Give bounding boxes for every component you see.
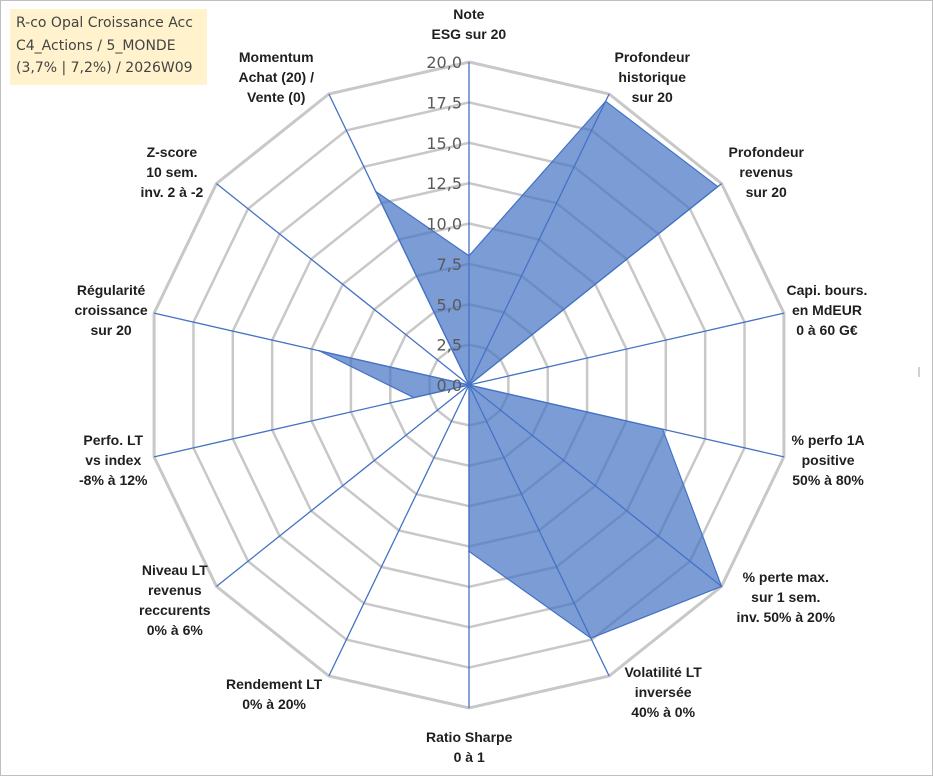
axis-label-line: Rendement LT — [226, 676, 323, 692]
axis-label-line: vs index — [85, 452, 142, 468]
series-area — [319, 100, 723, 639]
axis-label-line: inv. 2 à -2 — [140, 184, 204, 200]
series-point — [716, 185, 719, 188]
fund-period: (3,7% | 7,2%) / 2026W09 — [16, 60, 193, 76]
series-point — [661, 428, 664, 431]
axis-label-line: sur 20 — [631, 89, 673, 105]
axis-label-line: Volatilité LT — [624, 664, 702, 680]
axis-label-line: en MdEUR — [791, 302, 862, 318]
axis-label-line: Ratio Sharpe — [426, 729, 513, 745]
radar-tick-labels: 0,0 2,5 5,0 7,5 10,0 12,5 15,0 17,5 20,0 — [426, 53, 462, 395]
axis-label-line: positive — [801, 452, 855, 468]
axis-spoke — [216, 384, 470, 587]
scrollbar-stub — [918, 367, 920, 377]
series-point — [604, 100, 607, 103]
axis-label: Z-score 10 sem. inv. 2 à -2 — [141, 142, 204, 202]
axis-label: Note ESG sur 20 — [432, 4, 507, 44]
axis-label-line: 0% à 20% — [242, 696, 307, 712]
axis-label-line: inversée — [634, 684, 692, 700]
axis-label-line: historique — [618, 69, 687, 85]
axis-label-line: 40% à 0% — [631, 704, 696, 720]
series-point — [413, 396, 415, 399]
axis-label-line: 10 sem. — [146, 164, 198, 180]
axis-label: % perfo 1A positive 50% à 80% — [792, 430, 865, 490]
tick-label: 15,0 — [426, 134, 462, 153]
axis-label-line: reccurents — [139, 602, 211, 618]
series-point — [468, 384, 470, 386]
axis-label-line: inv. 50% à 20% — [736, 609, 836, 625]
axis-label-line: Niveau LT — [141, 562, 208, 578]
axis-label-line: sur 20 — [90, 322, 132, 338]
axis-label-line: revenus — [739, 164, 794, 180]
fund-name: R-co Opal Croissance Acc — [16, 15, 193, 31]
tick-label: 17,5 — [426, 93, 462, 112]
tick-label: 0,0 — [437, 376, 462, 395]
axis-label-line: 0% à 6% — [146, 622, 203, 638]
axis-label: Momentum Achat (20) / Vente (0) — [239, 47, 314, 107]
axis-label-line: Z-score — [146, 144, 198, 160]
axis-label-line: ESG sur 20 — [431, 26, 507, 42]
axis-label-line: Note — [453, 6, 485, 22]
axis-label-line: Régularité — [76, 282, 146, 298]
axis-label-line: Achat (20) / — [238, 69, 314, 85]
axis-label-line: % perfo 1A — [791, 432, 865, 448]
axis-label-line: Capi. bours. — [786, 282, 868, 298]
axis-label: Profondeur revenus sur 20 — [729, 142, 804, 202]
series-point — [375, 190, 377, 193]
chart-title-box: R-co Opal Croissance Acc C4_Actions / 5_… — [10, 9, 207, 85]
tick-label: 10,0 — [426, 215, 462, 234]
axis-label: % perte max. sur 1 sem. inv. 50% à 20% — [737, 567, 836, 627]
axis-label: Perfo. LT vs index -8% à 12% — [79, 430, 147, 490]
fund-category: C4_Actions / 5_MONDE — [16, 37, 176, 54]
axis-spoke — [328, 384, 470, 677]
axis-label-line: 50% à 80% — [792, 472, 864, 488]
series-point — [468, 550, 470, 553]
series-point — [590, 637, 592, 639]
axis-label: Ratio Sharpe 0 à 1 — [426, 727, 512, 767]
axis-label: Niveau LT revenus reccurents 0% à 6% — [139, 560, 211, 640]
axis-label-line: Profondeur — [728, 144, 804, 160]
axis-label-line: % perte max. — [742, 569, 829, 585]
axis-label-line: sur 1 sem. — [751, 589, 821, 605]
axis-label: Capi. bours. en MdEUR 0 à 60 G€ — [787, 280, 868, 340]
axis-label-line: croissance — [74, 302, 148, 318]
axis-label-line: 0 à 60 G€ — [796, 322, 858, 338]
axis-label-line: 0 à 1 — [453, 749, 485, 765]
axis-spoke — [216, 183, 470, 386]
tick-label: 12,5 — [426, 174, 462, 193]
axis-spoke — [468, 312, 785, 386]
series-point — [468, 255, 470, 257]
tick-label: 5,0 — [437, 295, 462, 314]
axis-label-line: Vente (0) — [247, 89, 306, 105]
axis-label-line: Momentum — [238, 49, 314, 65]
axis-label: Profondeur historique sur 20 — [615, 47, 690, 107]
axis-label: Volatilité LT inversée 40% à 0% — [625, 662, 702, 722]
axis-label: Rendement LT 0% à 20% — [226, 674, 322, 714]
tick-label: 2,5 — [437, 336, 462, 355]
axis-label-line: Perfo. LT — [83, 432, 144, 448]
radar-series — [318, 100, 723, 639]
series-point — [318, 350, 321, 352]
tick-label: 20,0 — [426, 53, 462, 72]
series-point — [720, 585, 723, 588]
tick-label: 7,5 — [437, 255, 462, 274]
axis-label-line: sur 20 — [745, 184, 787, 200]
axis-label-line: -8% à 12% — [79, 472, 148, 488]
axis-label: Régularité croissance sur 20 — [75, 280, 148, 340]
axis-label-line: Profondeur — [614, 49, 690, 65]
axis-label-line: revenus — [147, 582, 202, 598]
